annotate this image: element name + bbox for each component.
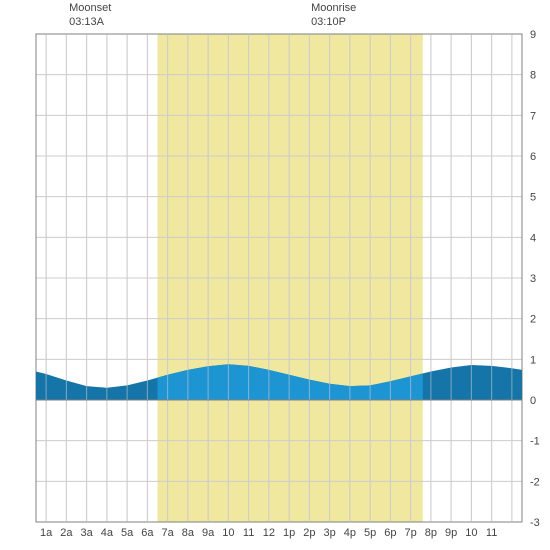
chart-svg: 1a2a3a4a5a6a7a8a9a1011121p2p3p4p5p6p7p8p… xyxy=(0,0,550,550)
svg-text:3a: 3a xyxy=(81,527,94,539)
moonrise-title: Moonrise xyxy=(311,2,356,14)
svg-text:-2: -2 xyxy=(530,476,540,488)
svg-text:6p: 6p xyxy=(384,527,396,539)
svg-text:10: 10 xyxy=(222,527,234,539)
svg-text:2p: 2p xyxy=(303,527,315,539)
svg-text:11: 11 xyxy=(243,527,254,539)
svg-text:5a: 5a xyxy=(121,527,134,539)
svg-text:7p: 7p xyxy=(405,527,417,539)
svg-text:8: 8 xyxy=(530,70,536,82)
svg-text:1a: 1a xyxy=(40,527,53,539)
svg-text:0: 0 xyxy=(530,395,536,407)
svg-text:10: 10 xyxy=(465,527,477,539)
svg-text:-3: -3 xyxy=(530,517,540,529)
svg-text:5p: 5p xyxy=(364,527,376,539)
svg-text:9: 9 xyxy=(530,29,536,41)
svg-text:8a: 8a xyxy=(182,527,195,539)
svg-text:1: 1 xyxy=(530,354,536,366)
svg-text:4: 4 xyxy=(530,232,536,244)
svg-text:7: 7 xyxy=(530,110,536,122)
moonset-annotation: Moonset 03:13A xyxy=(69,2,111,30)
moonrise-time: 03:10P xyxy=(311,16,356,30)
svg-text:3p: 3p xyxy=(324,527,336,539)
svg-text:6a: 6a xyxy=(141,527,154,539)
moonrise-annotation: Moonrise 03:10P xyxy=(311,2,356,30)
tide-chart: Moonset 03:13A Moonrise 03:10P 1a 2a 3a 4a 5… xyxy=(0,0,550,550)
svg-text:12: 12 xyxy=(263,527,275,539)
moonset-title: Moonset xyxy=(69,2,111,14)
svg-text:4a: 4a xyxy=(101,527,114,539)
svg-text:7a: 7a xyxy=(162,527,175,539)
svg-text:-1: -1 xyxy=(530,436,540,448)
svg-text:2a: 2a xyxy=(60,527,73,539)
svg-text:9a: 9a xyxy=(202,527,215,539)
svg-text:1p: 1p xyxy=(283,527,295,539)
svg-text:3: 3 xyxy=(530,273,536,285)
svg-text:9p: 9p xyxy=(445,527,457,539)
svg-text:8p: 8p xyxy=(425,527,437,539)
svg-text:5: 5 xyxy=(530,192,536,204)
moonset-time: 03:13A xyxy=(69,16,111,30)
svg-text:2: 2 xyxy=(530,314,536,326)
svg-text:11: 11 xyxy=(486,527,497,539)
svg-text:4p: 4p xyxy=(344,527,356,539)
svg-text:6: 6 xyxy=(530,151,536,163)
